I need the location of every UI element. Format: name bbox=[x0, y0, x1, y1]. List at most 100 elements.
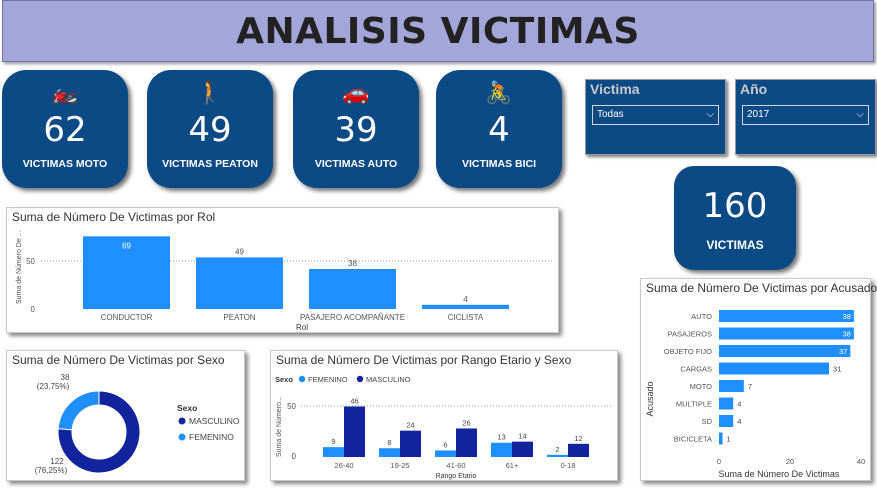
bar bbox=[379, 448, 400, 457]
motorcycle-icon: 🏍️ bbox=[51, 81, 79, 106]
x-axis-label: Suma de Número De Victimas bbox=[719, 469, 840, 479]
y-tick: 0 bbox=[31, 305, 36, 314]
kpi-value: 4 bbox=[488, 110, 510, 150]
kpi-label: VICTIMAS BICI bbox=[461, 158, 537, 170]
data-label: 24 bbox=[406, 421, 414, 430]
data-label: 69 bbox=[122, 241, 131, 250]
y-tick: 50 bbox=[26, 257, 35, 266]
kpi-card-auto[interactable]: 🚗 39 VICTIMAS AUTO bbox=[293, 70, 419, 188]
x-tick: CONDUCTOR bbox=[101, 313, 153, 322]
bicycle-icon: 🚴 bbox=[485, 81, 513, 106]
data-label: 13 bbox=[497, 433, 505, 442]
data-label: 4 bbox=[463, 295, 468, 304]
kpi-value: 49 bbox=[188, 110, 232, 150]
data-label: 7 bbox=[748, 382, 752, 391]
legend-marker bbox=[178, 417, 186, 425]
legend-title: Sexo bbox=[177, 403, 197, 413]
kpi-card-bici[interactable]: 🚴 4 VICTIMAS BICI bbox=[436, 70, 562, 188]
slicer-victima: Victima Todas ⌵ bbox=[585, 79, 726, 155]
legend-label: FEMENINO bbox=[189, 432, 234, 442]
car-icon: 🚗 bbox=[342, 81, 370, 106]
chart-title: Suma de Número De Victimas por Rol bbox=[12, 210, 216, 224]
bar bbox=[400, 430, 421, 457]
bar bbox=[719, 397, 734, 410]
x-tick: 61+ bbox=[506, 461, 519, 470]
kpi-value: 62 bbox=[43, 110, 87, 150]
anio-dropdown[interactable]: 2017 ⌵ bbox=[742, 105, 869, 125]
y-tick: PASAJEROS bbox=[668, 330, 712, 339]
legend-label: FEMENINO bbox=[308, 375, 348, 384]
bar bbox=[512, 441, 533, 457]
kpi-value: 39 bbox=[334, 110, 378, 150]
y-axis-label: Acusado bbox=[645, 381, 655, 416]
bar bbox=[568, 443, 589, 457]
data-label: 37 bbox=[839, 347, 847, 356]
x-tick: 19-25 bbox=[390, 461, 409, 470]
data-label: 1 bbox=[727, 435, 731, 444]
bar bbox=[491, 442, 512, 457]
page-title: ANALISIS VICTIMAS bbox=[236, 10, 640, 52]
bar bbox=[422, 304, 509, 309]
x-tick: 41-60 bbox=[446, 461, 465, 470]
y-tick: MOTO bbox=[690, 382, 713, 391]
chart-title: Suma de Número De Victimas por Acusado bbox=[646, 281, 877, 295]
bar bbox=[719, 380, 744, 392]
data-label: 12 bbox=[574, 434, 582, 443]
y-tick: BICICLETA bbox=[674, 435, 712, 444]
chart-panel-rol[interactable]: Suma de Número De Victimas por Rol Suma … bbox=[6, 207, 559, 333]
bar bbox=[83, 236, 170, 309]
x-tick: 0 bbox=[717, 457, 721, 466]
y-tick: AUTO bbox=[691, 312, 712, 321]
chart-panel-rango[interactable]: Suma de Número De Victimas por Rango Eta… bbox=[270, 350, 618, 481]
chart-panel-acusado[interactable]: Suma de Número De Victimas por Acusado A… bbox=[640, 278, 877, 481]
kpi-card-peaton[interactable]: 🚶 49 VICTIMAS PEATON bbox=[147, 70, 273, 188]
victima-dropdown[interactable]: Todas ⌵ bbox=[592, 105, 719, 125]
pedestrian-icon: 🚶 bbox=[196, 81, 224, 106]
slicer-anio: Año 2017 ⌵ bbox=[735, 79, 876, 155]
slice-label-percent: (76,25%) bbox=[35, 466, 68, 475]
x-axis-label: Rango Etario bbox=[436, 473, 477, 480]
donut-slice bbox=[57, 390, 141, 474]
data-label: 2 bbox=[555, 445, 559, 454]
bar bbox=[196, 257, 283, 309]
dropdown-value: 2017 bbox=[747, 109, 770, 120]
data-label: 6 bbox=[443, 440, 447, 449]
data-label: 4 bbox=[737, 417, 741, 426]
bar bbox=[719, 415, 734, 427]
legend-label: MASCULINO bbox=[189, 416, 240, 426]
donut-chart-sexo: 38 (23,75%) 122 (76,25%) Sexo MASCULINO F… bbox=[35, 373, 240, 475]
grouped-bar-chart-rango: Sexo Suma de Número... 50 0 Rango Etario… bbox=[275, 375, 611, 480]
bar bbox=[719, 310, 854, 322]
dashboard-header: ANALISIS VICTIMAS bbox=[2, 0, 874, 62]
kpi-label: VICTIMAS AUTO bbox=[314, 158, 398, 170]
bar bbox=[309, 268, 396, 309]
legend-marker bbox=[298, 375, 306, 383]
x-tick: PEATON bbox=[223, 313, 255, 322]
data-label: 49 bbox=[235, 247, 244, 256]
bar-chart-rol: Suma de Número De ... 50 0 Rol 69 CONDUCT… bbox=[16, 230, 552, 332]
legend-title: Sexo bbox=[275, 375, 293, 384]
y-tick: SD bbox=[702, 417, 713, 426]
data-label: 26 bbox=[462, 418, 470, 427]
x-tick: 40 bbox=[857, 457, 865, 466]
kpi-value: 160 bbox=[702, 186, 768, 226]
data-label: 38 bbox=[843, 312, 851, 321]
y-tick: MULTIPLE bbox=[676, 400, 712, 409]
data-label: 31 bbox=[833, 365, 841, 374]
bar bbox=[719, 345, 851, 357]
bar bbox=[719, 362, 830, 375]
legend-marker bbox=[178, 433, 186, 441]
chevron-down-icon: ⌵ bbox=[856, 109, 864, 120]
x-tick: CICLISTA bbox=[448, 313, 484, 322]
chart-title: Suma de Número De Victimas por Rango Eta… bbox=[276, 353, 572, 367]
bar bbox=[323, 447, 344, 457]
slice-label-value: 122 bbox=[50, 457, 64, 466]
x-tick: PASAJERO ACOMPAÑANTE bbox=[300, 313, 405, 322]
bar bbox=[344, 406, 365, 457]
chart-panel-sexo[interactable]: Suma de Número De Victimas por Sexo 38 (… bbox=[6, 350, 245, 481]
kpi-card-moto[interactable]: 🏍️ 62 VICTIMAS MOTO bbox=[2, 70, 128, 188]
kpi-card-total[interactable]: 160 VICTIMAS bbox=[674, 166, 796, 270]
data-label: 4 bbox=[737, 400, 741, 409]
y-tick: 50 bbox=[287, 402, 296, 411]
y-tick: 0 bbox=[292, 452, 297, 461]
